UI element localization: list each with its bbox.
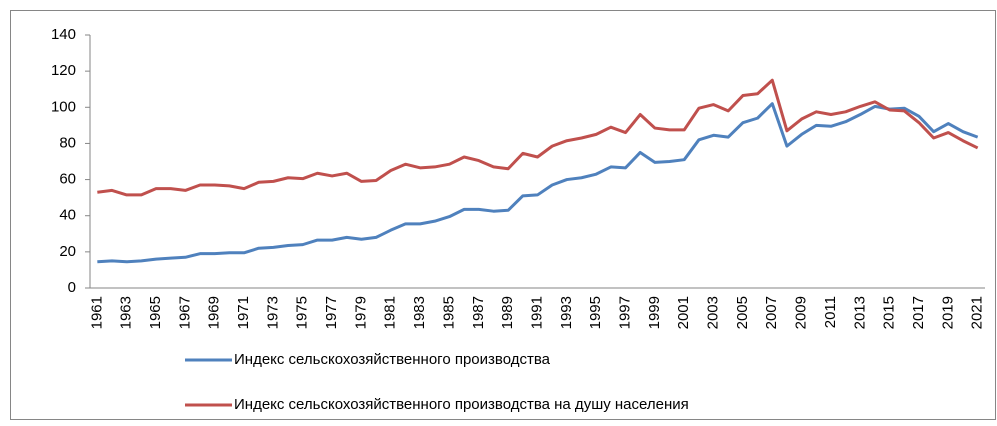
x-tick-label: 1975 — [294, 296, 311, 329]
x-tick-label: 2013 — [851, 296, 868, 329]
y-tick-label: 140 — [51, 26, 76, 43]
legend-label: Индекс сельскохозяйственного производств… — [234, 351, 551, 368]
x-tick-label: 1993 — [558, 296, 575, 329]
x-tick-label: 1973 — [264, 296, 281, 329]
x-tick-label: 2003 — [705, 296, 722, 329]
x-tick-label: 1979 — [352, 296, 369, 329]
y-tick-label: 40 — [59, 207, 76, 224]
x-tick-label: 1995 — [587, 296, 604, 329]
x-tick-label: 1967 — [176, 296, 193, 329]
x-tick-label: 1963 — [118, 296, 135, 329]
x-tick-label: 2015 — [881, 296, 898, 329]
y-tick-label: 60 — [59, 171, 76, 188]
legend-label: Индекс сельскохозяйственного производств… — [234, 396, 689, 413]
series-line — [97, 102, 979, 264]
x-tick-label: 1997 — [617, 296, 634, 329]
x-tick-label: 2017 — [910, 296, 927, 329]
x-tick-label: 1965 — [147, 296, 164, 329]
x-tick-label: 1969 — [206, 296, 223, 329]
x-tick-label: 1961 — [88, 296, 105, 329]
x-tick-label: 2007 — [763, 296, 780, 329]
y-tick-label: 80 — [59, 134, 76, 151]
x-tick-label: 1987 — [470, 296, 487, 329]
x-tick-label: 1977 — [323, 296, 340, 329]
y-tick-label: 20 — [59, 243, 76, 260]
chart-border — [10, 10, 996, 420]
y-tick-label: 0 — [68, 279, 76, 296]
x-tick-label: 2001 — [675, 296, 692, 329]
x-tick-label: 1991 — [528, 296, 545, 329]
x-tick-label: 2011 — [822, 296, 839, 328]
series-line — [97, 78, 979, 197]
x-tick-label: 1989 — [499, 296, 516, 329]
x-tick-label: 1999 — [646, 296, 663, 329]
x-tick-label: 1981 — [382, 296, 399, 329]
x-tick-label: 1971 — [235, 296, 252, 329]
x-tick-label: 1985 — [440, 296, 457, 329]
x-tick-label: 2019 — [939, 296, 956, 329]
x-tick-label: 2005 — [734, 296, 751, 329]
y-tick-label: 100 — [51, 98, 76, 115]
x-tick-label: 2009 — [793, 296, 810, 329]
x-tick-label: 1983 — [411, 296, 428, 329]
x-tick-label: 2021 — [969, 296, 986, 329]
y-tick-label: 120 — [51, 62, 76, 79]
